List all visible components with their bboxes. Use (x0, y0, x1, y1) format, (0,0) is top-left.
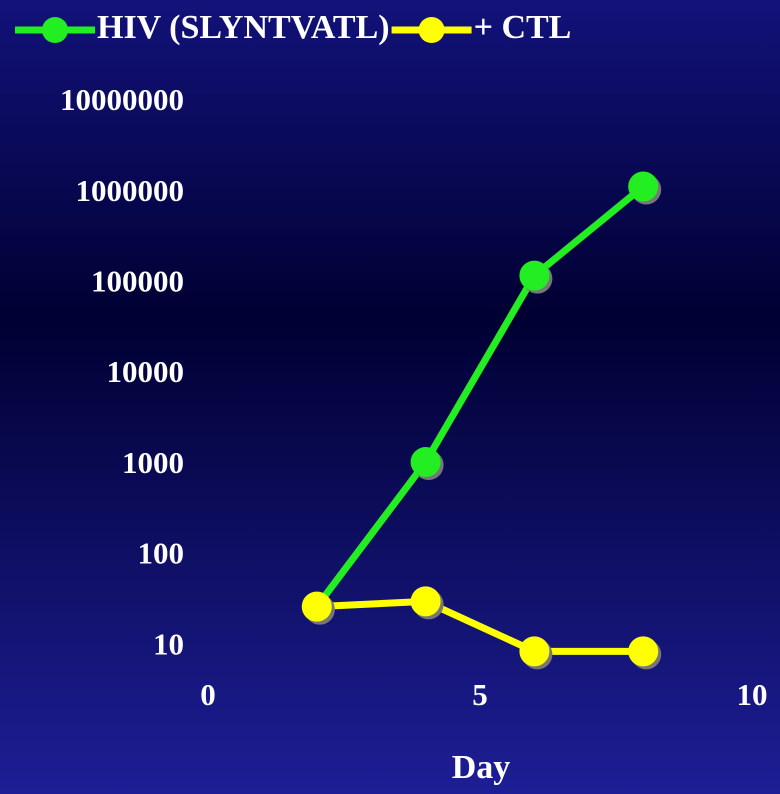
marker (628, 171, 659, 202)
marker (519, 636, 550, 667)
series-line (314, 183, 646, 609)
y-tick-label: 100000 (91, 264, 184, 299)
y-tick-label: 10000 (107, 354, 185, 389)
x-axis-label: Day (452, 749, 511, 786)
x-tick-label: 5 (472, 677, 488, 712)
x-tick-label: 0 (200, 677, 216, 712)
x-tick-label: 10 (737, 677, 768, 712)
y-tick-label: 1000 (122, 445, 184, 480)
y-tick-label: 10 (153, 626, 184, 661)
marker (301, 591, 332, 622)
marker (519, 260, 550, 291)
y-tick-label: 1000000 (76, 173, 185, 208)
legend-marker (418, 17, 445, 43)
legend-marker (42, 17, 68, 43)
legend-label: HIV (SLYNTVATL) (97, 9, 390, 46)
marker (410, 586, 441, 617)
marker (410, 447, 441, 478)
y-tick-label: 10000000 (60, 82, 184, 117)
legend-label: + CTL (474, 9, 572, 46)
y-tick-label: 100 (138, 536, 185, 571)
series-line (316, 597, 644, 655)
marker (628, 636, 659, 667)
